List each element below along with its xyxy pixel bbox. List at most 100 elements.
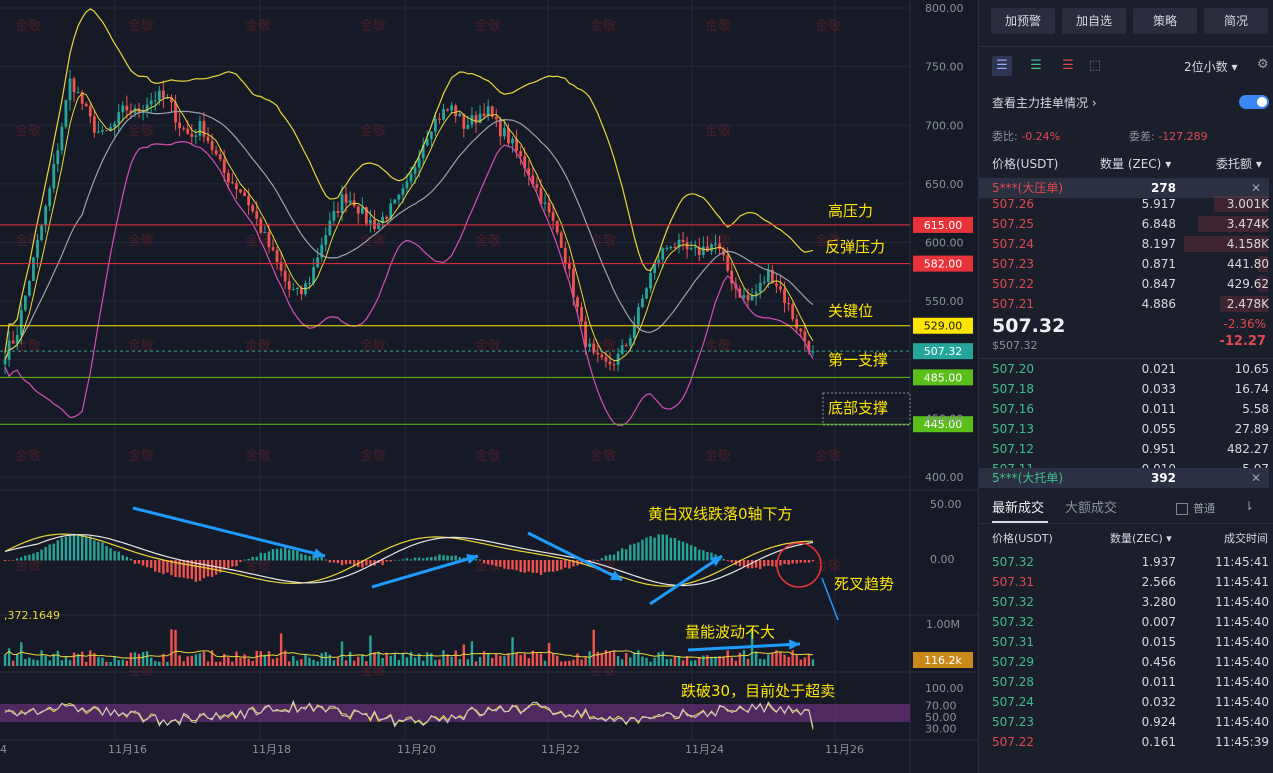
overview-button[interactable]: 简况: [1204, 8, 1268, 34]
macd-histogram-bar: [592, 559, 595, 561]
trend-arrow-head: [610, 570, 622, 580]
candle-body: [458, 113, 462, 117]
ask-row[interactable]: 507.24 8.197 4.158K: [979, 234, 1273, 254]
candle-body: [462, 113, 466, 129]
watermark: 金敬: [15, 18, 41, 34]
macd-histogram-bar: [482, 560, 486, 564]
bid-row[interactable]: 507.12 0.951 482.27: [979, 439, 1273, 459]
header-qty[interactable]: 数量 (ZEC) ▾: [1100, 154, 1171, 174]
macd-histogram-bar: [807, 560, 811, 563]
candle-body: [807, 341, 811, 352]
tab-latest-trades[interactable]: 最新成交: [992, 501, 1045, 516]
strategy-button[interactable]: 策略: [1133, 8, 1197, 34]
macd-histogram-bar: [811, 560, 815, 562]
bid-row[interactable]: 507.20 0.021 10.65: [979, 359, 1273, 379]
macd-axis-tick: 0.00: [930, 553, 955, 566]
ask-row[interactable]: 507.23 0.871 441.80: [979, 254, 1273, 274]
candle-body: [791, 304, 795, 320]
ask-qty: 6.848: [1141, 217, 1176, 231]
expand-icon[interactable]: ⬚: [1088, 58, 1102, 73]
close-icon[interactable]: ✕: [1250, 471, 1261, 485]
volume-bar: [750, 630, 754, 666]
trade-time: 11:45:39: [1215, 735, 1269, 749]
volume-bar: [296, 660, 299, 666]
volume-bar: [283, 650, 287, 666]
macd-histogram-bar: [109, 548, 112, 561]
candle-body: [417, 158, 421, 168]
tab-large-trades[interactable]: 大额成交: [1065, 501, 1118, 516]
bid-row[interactable]: 507.16 0.011 5.58: [979, 399, 1273, 419]
bid-row[interactable]: 507.13 0.055 27.89: [979, 419, 1273, 439]
candle-body: [56, 150, 60, 165]
candle-body: [40, 225, 43, 241]
volume-bar: [361, 654, 364, 666]
macd-histogram-bar: [255, 556, 258, 561]
ask-row[interactable]: 507.21 4.886 2.478K: [979, 294, 1273, 314]
both-sides-view-icon[interactable]: ☰: [992, 56, 1012, 76]
volume-bar: [596, 651, 599, 666]
volume-bar: [174, 629, 177, 666]
asks-view-icon[interactable]: ☰: [1062, 58, 1074, 73]
bid-row[interactable]: 507.18 0.033 16.74: [979, 379, 1273, 399]
big-bid-row[interactable]: 5***(大托单) 392 ✕: [979, 468, 1269, 488]
macd-histogram-bar: [551, 560, 555, 572]
trade-time: 11:45:40: [1215, 715, 1269, 729]
volume-bar: [271, 658, 275, 666]
normal-checkbox[interactable]: [1176, 503, 1188, 515]
main-orders-link-text: 查看主力挂单情况: [992, 96, 1089, 110]
ask-row[interactable]: 507.22 0.847 429.62: [979, 274, 1273, 294]
volume-bar: [726, 650, 729, 666]
header-amount[interactable]: 委托额 ▾: [1216, 154, 1262, 174]
filter-icon[interactable]: ⇂: [1244, 499, 1255, 513]
macd-histogram-bar: [316, 557, 319, 561]
candle-body: [121, 105, 125, 113]
level-annotation: 高压力: [828, 202, 873, 220]
settings-icon[interactable]: ⚙: [1257, 57, 1269, 72]
big-ask-row[interactable]: 5***(大压单) 278 ✕: [979, 178, 1269, 198]
volume-bar: [454, 650, 457, 666]
volume-bar: [56, 650, 60, 666]
candle-body: [511, 138, 514, 144]
volume-bar: [649, 661, 652, 666]
macd-histogram-bar: [56, 540, 60, 561]
watermark: 金敬: [360, 338, 386, 354]
bids-view-icon[interactable]: ☰: [1030, 58, 1042, 73]
macd-histogram-bar: [182, 560, 185, 578]
decimals-select[interactable]: 2位小数 ▾: [1184, 58, 1238, 75]
trend-arrow-head: [710, 556, 722, 567]
ask-row[interactable]: 507.26 5.917 3.001K: [979, 194, 1273, 214]
main-orders-toggle[interactable]: [1239, 95, 1269, 109]
x-axis-tick: 11月16: [108, 743, 147, 756]
candle-body: [198, 121, 202, 136]
macd-histogram-bar: [572, 560, 575, 567]
volume-bar: [48, 660, 51, 666]
close-icon[interactable]: ✕: [1250, 181, 1261, 195]
chart-area[interactable]: 金敬 金敬 金敬 金敬 金敬 金敬 金敬 金敬 金敬 金敬 金敬 金敬 金敬 金敬 金敬 金敬 金敬 金敬 金敬 金敬…: [0, 0, 978, 773]
trend-arrow-head: [313, 548, 325, 559]
trade-price: 507.22: [992, 735, 1034, 749]
volume-bar: [779, 651, 782, 666]
add-alert-button[interactable]: 加预警: [991, 8, 1055, 34]
volume-bar: [357, 656, 360, 666]
volume-bar: [409, 651, 413, 666]
macd-histogram-bar: [40, 549, 43, 561]
main-orders-link[interactable]: 查看主力挂单情况 ›: [992, 94, 1097, 111]
watermark: 金敬: [245, 448, 271, 464]
volume-bar: [117, 660, 120, 666]
watermark: 金敬: [128, 663, 154, 679]
macd-histogram-bar: [442, 555, 445, 561]
volume-bar: [714, 656, 717, 666]
ask-row[interactable]: 507.25 6.848 3.474K: [979, 214, 1273, 234]
trades-header-qty[interactable]: 数量(ZEC) ▾: [1110, 529, 1172, 549]
volume-bar: [673, 656, 677, 666]
candle-body: [19, 310, 23, 335]
macd-histogram-bar: [434, 556, 437, 561]
volume-bar: [718, 656, 721, 666]
bid-price: 507.18: [992, 382, 1034, 396]
add-watchlist-button[interactable]: 加自选: [1062, 8, 1126, 34]
volume-bar: [328, 654, 332, 666]
price-axis-tick: 750.00: [925, 61, 964, 74]
macd-histogram-bar: [113, 551, 116, 561]
bid-amount: 27.89: [1234, 422, 1269, 436]
